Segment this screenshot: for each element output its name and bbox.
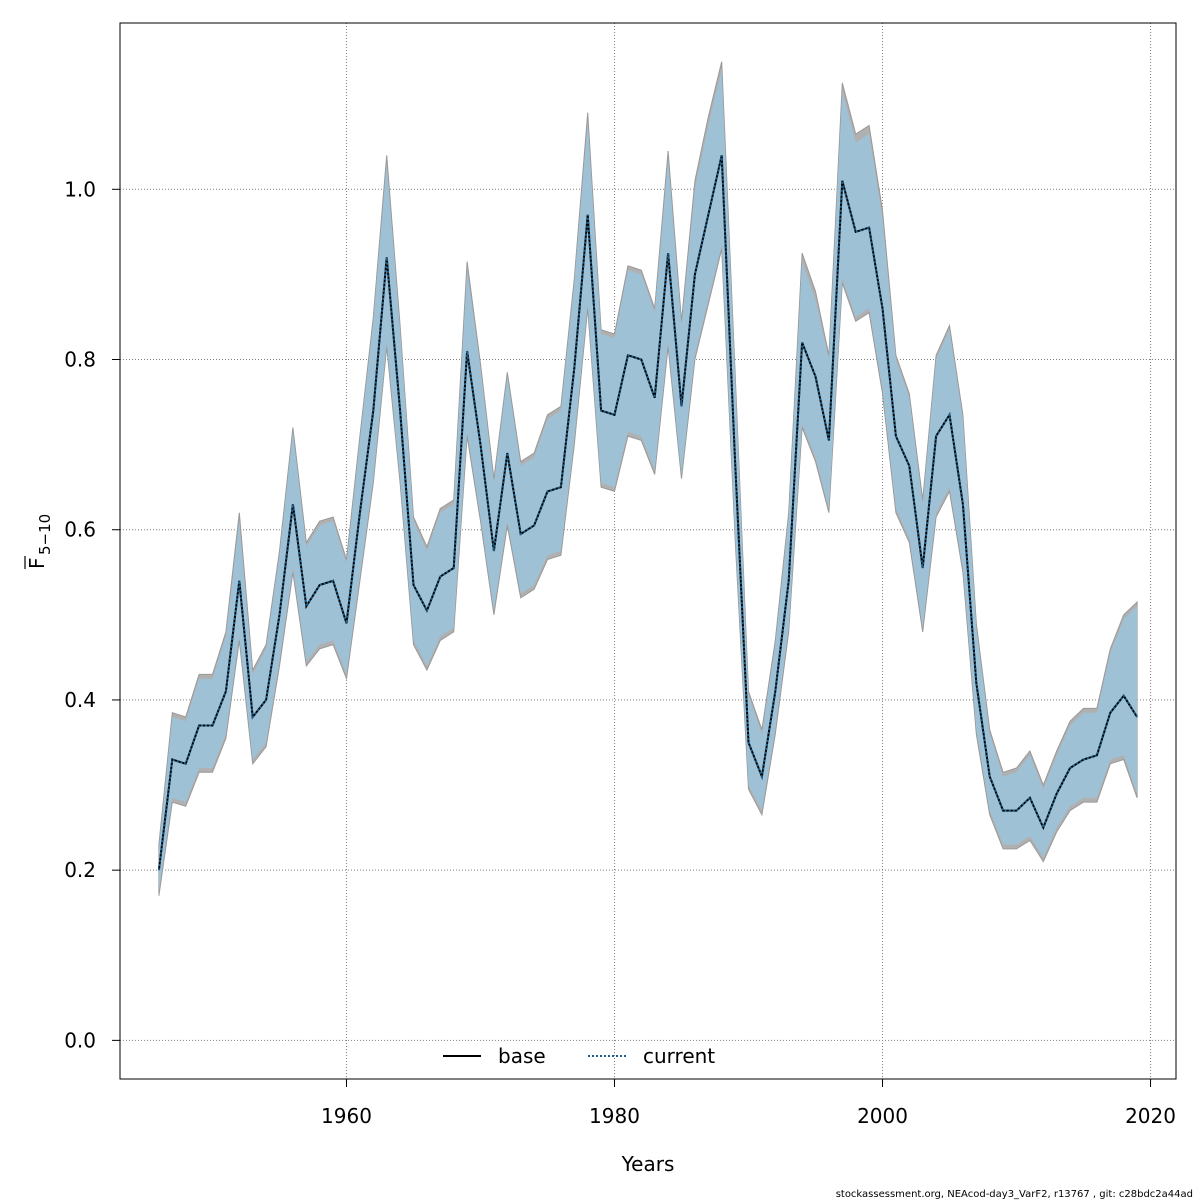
x-tick-label: 1960 [321, 1104, 372, 1128]
legend-label-current: current [643, 1044, 715, 1068]
x-tick-label: 2020 [1125, 1104, 1176, 1128]
y-tick-label: 1.0 [64, 177, 96, 201]
x-tick-label: 1980 [589, 1104, 640, 1128]
confidence-band-current [158, 70, 1138, 892]
x-tick-label: 2000 [857, 1104, 908, 1128]
y-axis: 0.0 0.2 0.4 0.6 0.8 1.0 [64, 177, 120, 1052]
y-tick-label: 0.0 [64, 1028, 96, 1052]
plot-frame [119, 22, 1177, 1080]
x-axis: 1960 1980 2000 2020 [321, 1079, 1176, 1128]
confidence-bands [158, 61, 1138, 896]
x-axis-title: Years [621, 1152, 675, 1176]
series-line-current [157, 155, 1138, 871]
y-axis-title-main: F [25, 557, 49, 569]
y-tick-label: 0.8 [64, 348, 96, 372]
y-tick-label: 0.6 [64, 518, 96, 542]
footer-caption: stockassessment.org, NEAcod-day3_VarF2, … [836, 1189, 1193, 1200]
y-axis-title-subscript: 5−10 [36, 514, 54, 555]
y-tick-label: 0.4 [64, 688, 96, 712]
series-lines [157, 155, 1138, 871]
legend: base current [443, 1044, 715, 1068]
y-tick-label: 0.2 [64, 858, 96, 882]
legend-label-base: base [498, 1044, 546, 1068]
y-axis-title: F 5−10 [24, 514, 54, 569]
